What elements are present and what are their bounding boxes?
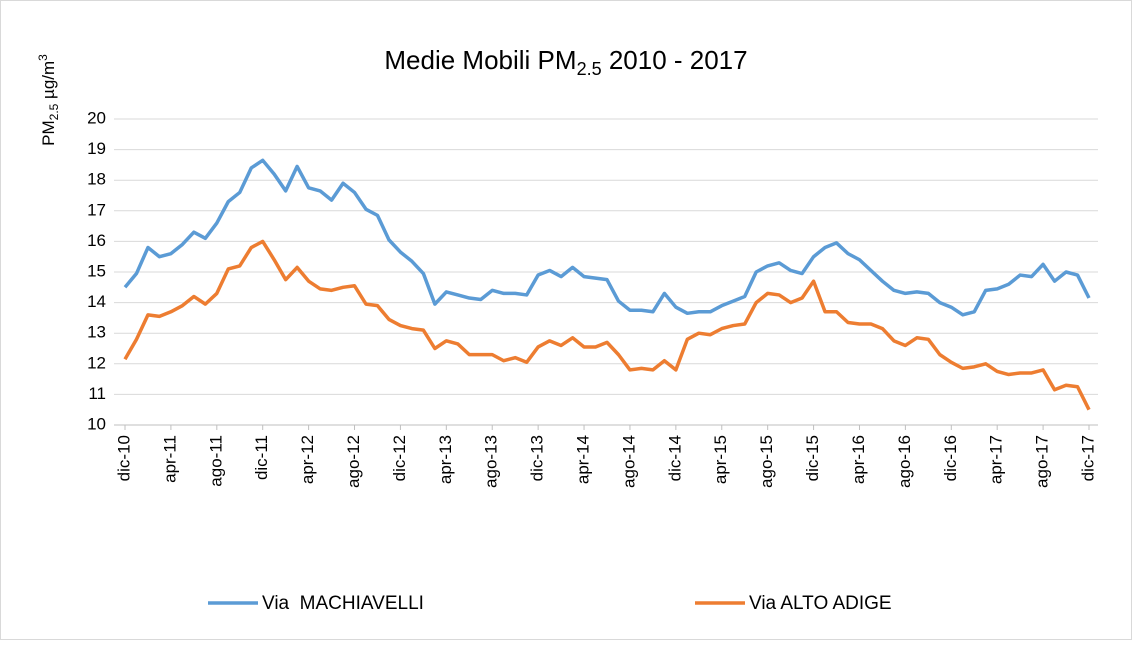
y-tick-label: 17 — [87, 200, 106, 219]
y-tick-label: 19 — [87, 139, 106, 158]
x-tick-label: dic-17 — [1078, 435, 1097, 481]
x-tick-label: apr-12 — [298, 435, 317, 484]
y-tick-label: 18 — [87, 170, 106, 189]
y-tick-label: 16 — [87, 231, 106, 250]
title-text: Medie Mobili PM — [384, 45, 576, 75]
x-tick-label: dic-15 — [803, 435, 822, 481]
y-label-rest: µg/m — [39, 61, 58, 104]
title-sub: 2.5 — [577, 59, 602, 79]
x-tick-label: apr-14 — [574, 435, 593, 484]
y-tick-label: 14 — [87, 292, 106, 311]
y-tick-label: 15 — [87, 261, 106, 280]
x-tick-label: apr-15 — [711, 435, 730, 484]
y-label-text: PM — [39, 120, 58, 146]
x-tick-label: dic-16 — [941, 435, 960, 481]
x-tick-label: dic-12 — [390, 435, 409, 481]
x-tick-label: apr-16 — [849, 435, 868, 484]
x-tick-label: apr-11 — [160, 435, 179, 483]
y-tick-label: 20 — [87, 108, 106, 127]
y-tick-label: 13 — [87, 323, 106, 342]
x-tick-label: dic-10 — [114, 435, 133, 481]
y-label-sup: 3 — [36, 54, 50, 61]
x-tick-label: apr-17 — [987, 435, 1006, 484]
y-tick-label: 10 — [87, 414, 106, 433]
x-tick-label: ago-11 — [206, 435, 225, 487]
chart-title: Medie Mobili PM2.5 2010 - 2017 — [384, 45, 747, 79]
x-tick-label: ago-15 — [757, 435, 776, 488]
y-tick-label: 11 — [88, 384, 106, 403]
y-tick-label: 12 — [87, 353, 106, 372]
x-tick-label: ago-13 — [482, 435, 501, 488]
x-tick-label: ago-16 — [895, 435, 914, 488]
x-tick-label: ago-12 — [344, 435, 363, 488]
legend-label: Via ALTO ADIGE — [749, 593, 892, 614]
x-tick-label: ago-17 — [1033, 435, 1052, 488]
x-tick-label: ago-14 — [619, 435, 638, 488]
x-tick-label: dic-13 — [528, 435, 547, 481]
series-line — [123, 158, 1091, 317]
x-tick-label: dic-11 — [252, 435, 271, 480]
x-tick-label: dic-14 — [665, 435, 684, 481]
x-tick-label: apr-13 — [436, 435, 455, 484]
y-label-sub: 2.5 — [47, 103, 61, 120]
legend-label: Via MACHIAVELLI — [262, 593, 424, 614]
y-axis-label: PM2.5 µg/m3 — [36, 54, 61, 146]
series-line — [123, 239, 1091, 411]
title-rest: 2010 - 2017 — [602, 45, 748, 75]
